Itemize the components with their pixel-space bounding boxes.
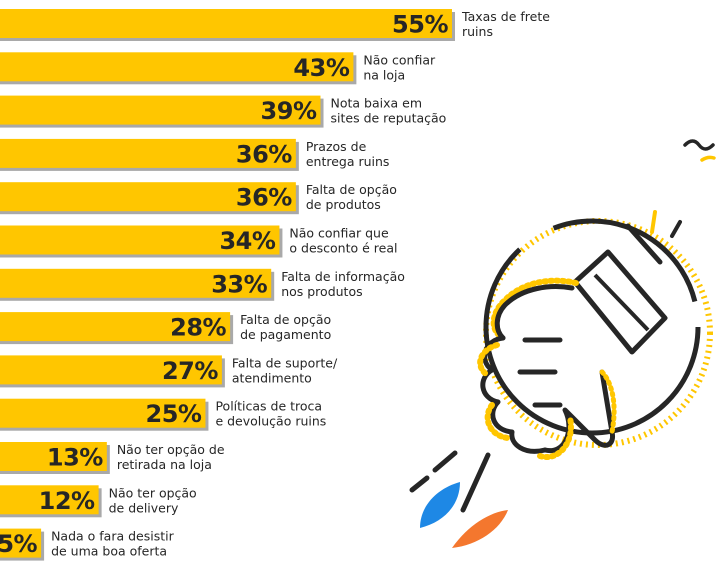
bar-category-line: Taxas de frete <box>461 9 550 24</box>
bar-group: 28% Falta de opção de pagamento <box>0 312 331 345</box>
bar-group: 36% Prazos de entrega ruins <box>0 138 390 171</box>
bar-category-line: na loja <box>363 67 405 82</box>
bar-value-label: 5% <box>0 530 38 558</box>
fist <box>477 277 617 460</box>
bar-category-label: Prazos de entrega ruins <box>306 139 390 169</box>
tick-mark <box>650 210 657 234</box>
sleeve <box>572 223 668 355</box>
bar-category-line: o desconto é real <box>289 241 397 256</box>
bar-group: 13% Não ter opção de retirada na loja <box>0 442 225 474</box>
bar <box>0 225 280 255</box>
blue-leaf-shape <box>420 482 460 528</box>
bar <box>0 52 354 82</box>
motion-line <box>409 475 430 493</box>
bar <box>0 442 107 471</box>
thumbs-down-icon <box>409 139 716 548</box>
bar-category-label: Falta de opção de pagamento <box>240 312 331 342</box>
bar-category-line: e devolução ruins <box>215 414 326 429</box>
bar-category-line: de produtos <box>306 197 381 212</box>
bar-value-label: 33% <box>211 270 267 298</box>
bar <box>0 528 42 558</box>
bar-category-line: sites de reputação <box>331 111 447 126</box>
bar-value-label: 43% <box>293 54 349 82</box>
bar <box>0 138 296 168</box>
bar-category-line: de uma boa oferta <box>51 544 167 559</box>
motion-line <box>432 450 458 473</box>
bar-category-line: retirada na loja <box>117 457 212 472</box>
bar-group: 36% Falta de opção de produtos <box>0 182 397 215</box>
bar <box>0 355 222 385</box>
bar-group: 33% Falta de informação nos produtos <box>0 268 405 301</box>
circle-outline <box>483 218 701 436</box>
bar-value-label: 28% <box>170 314 226 342</box>
bar-group: 55% Taxas de frete ruins <box>0 9 550 41</box>
bar-category-line: Falta de suporte/ <box>232 355 338 370</box>
bar-category-label: Nada o fara desistir de uma boa oferta <box>51 529 175 559</box>
bar-category-label: Falta de opção de produtos <box>306 182 397 212</box>
bar-group: 27% Falta de suporte/atendimento <box>0 355 338 388</box>
bar-value-label: 39% <box>261 97 317 125</box>
bar-category-line: Não confiar que <box>289 226 389 241</box>
bar-category-line: Prazos de <box>306 139 367 154</box>
bar-value-label: 12% <box>39 487 95 515</box>
bar-category-label: Não confiar na loja <box>363 52 436 82</box>
bar-value-label: 36% <box>236 140 292 168</box>
bar-category-line: Não ter opção <box>109 485 197 500</box>
bar-value-label: 55% <box>392 11 448 39</box>
bar-group: 12% Não ter opção de delivery <box>0 485 197 518</box>
squiggle-accent <box>700 155 716 162</box>
bar <box>0 268 272 298</box>
bar-category-line: Falta de informação <box>281 269 405 284</box>
bar-group: 25% Políticas de troca e devolução ruins <box>0 398 326 431</box>
bar-category-line: Nota baixa em <box>331 96 423 111</box>
bar-category-line: atendimento <box>232 370 312 385</box>
motion-line <box>460 452 491 513</box>
bar-category-line: de pagamento <box>240 327 331 342</box>
bar-category-line: Políticas de troca <box>215 399 322 414</box>
bar-value-label: 25% <box>146 400 202 428</box>
bar-category-label: Falta de suporte/atendimento <box>232 355 338 385</box>
bar-group: 43% Não confiar na loja <box>0 52 436 85</box>
bar <box>0 485 99 515</box>
bar <box>0 312 231 342</box>
tick-mark <box>670 220 682 238</box>
bar-category-line: nos produtos <box>281 284 362 299</box>
bars-layer: 55% Taxas de frete ruins 43% Não confiar na l… <box>0 9 550 561</box>
bar-value-label: 34% <box>219 227 275 255</box>
bar-category-line: Não ter opção de <box>117 442 225 457</box>
bar-value-label: 27% <box>162 357 218 385</box>
bar-category-label: Não confiar que o desconto é real <box>289 226 397 256</box>
bar-category-line: Falta de opção <box>240 312 331 327</box>
bar-group: 5% Nada o fara desistir de uma boa oferta <box>0 528 175 561</box>
circle-accent-ring <box>483 218 713 448</box>
bar-category-label: Não ter opção de retirada na loja <box>117 442 225 472</box>
bar-category-line: entrega ruins <box>306 154 390 169</box>
bar-category-label: Nota baixa em sites de reputação <box>331 96 447 126</box>
bar <box>0 95 321 125</box>
bar-category-line: de delivery <box>109 500 179 515</box>
bar-category-label: Não ter opção de delivery <box>109 485 197 515</box>
bar-category-label: Taxas de frete ruins <box>461 9 550 39</box>
squiggle-decoration <box>683 139 715 151</box>
orange-leaf-shape <box>452 510 508 548</box>
bar-category-line: Falta de opção <box>306 182 397 197</box>
bar <box>0 398 206 428</box>
bar-group: 34% Não confiar que o desconto é real <box>0 225 397 258</box>
bar <box>0 182 296 212</box>
bar <box>0 9 452 38</box>
bar-category-line: Nada o fara desistir <box>51 529 175 544</box>
bar-category-label: Falta de informação nos produtos <box>281 269 405 299</box>
bar-value-label: 13% <box>47 444 103 472</box>
bar-group: 39% Nota baixa em sites de reputação <box>0 95 447 128</box>
bar-category-line: Não confiar <box>363 52 436 67</box>
bar-value-label: 36% <box>236 184 292 212</box>
bar-category-label: Políticas de troca e devolução ruins <box>215 399 326 429</box>
bar-category-line: ruins <box>462 24 493 39</box>
